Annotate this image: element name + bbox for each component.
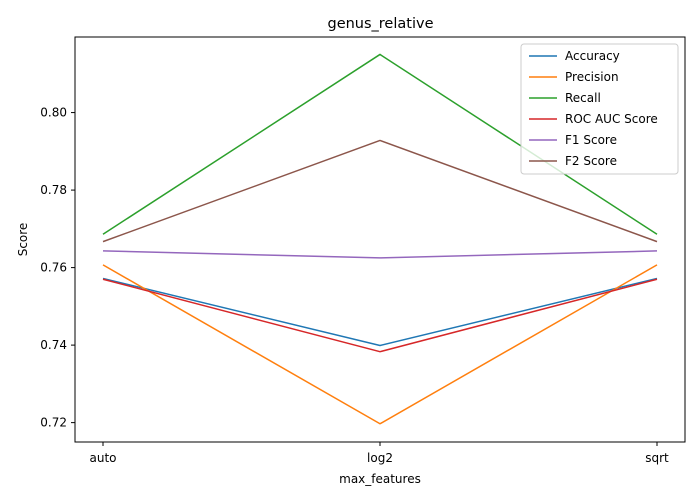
legend-label: F2 Score	[565, 154, 617, 168]
y-tick-label: 0.72	[40, 416, 67, 430]
x-tick-label: sqrt	[645, 451, 669, 465]
y-tick-label: 0.76	[40, 261, 67, 275]
legend-label: F1 Score	[565, 133, 617, 147]
legend-label: Recall	[565, 91, 601, 105]
legend-label: Accuracy	[565, 49, 620, 63]
x-tick-label: log2	[367, 451, 393, 465]
x-axis-label: max_features	[339, 472, 421, 486]
chart-title: genus_relative	[327, 16, 433, 32]
x-tick-label: auto	[89, 451, 116, 465]
series-line-f2-score	[102, 139, 658, 243]
legend-label: Precision	[565, 70, 619, 84]
legend-box	[520, 43, 679, 175]
series-layer	[102, 53, 658, 425]
series-line-accuracy	[102, 277, 658, 347]
y-axis-label: Score	[16, 223, 30, 257]
y-tick-label: 0.78	[40, 183, 67, 197]
x-axis: auto log2 sqrt	[89, 442, 669, 465]
y-tick-label: 0.74	[40, 338, 67, 352]
series-line-f1-score	[102, 250, 658, 259]
y-tick-label: 0.80	[40, 106, 67, 120]
series-line-roc-auc-score	[102, 278, 658, 353]
legend-label: ROC AUC Score	[565, 112, 658, 126]
legend: Accuracy Precision Recall ROC AUC Score F1 S…	[520, 43, 679, 175]
y-axis: 0.72 0.74 0.76 0.78 0.80	[40, 106, 75, 430]
series-line-precision	[102, 264, 658, 425]
